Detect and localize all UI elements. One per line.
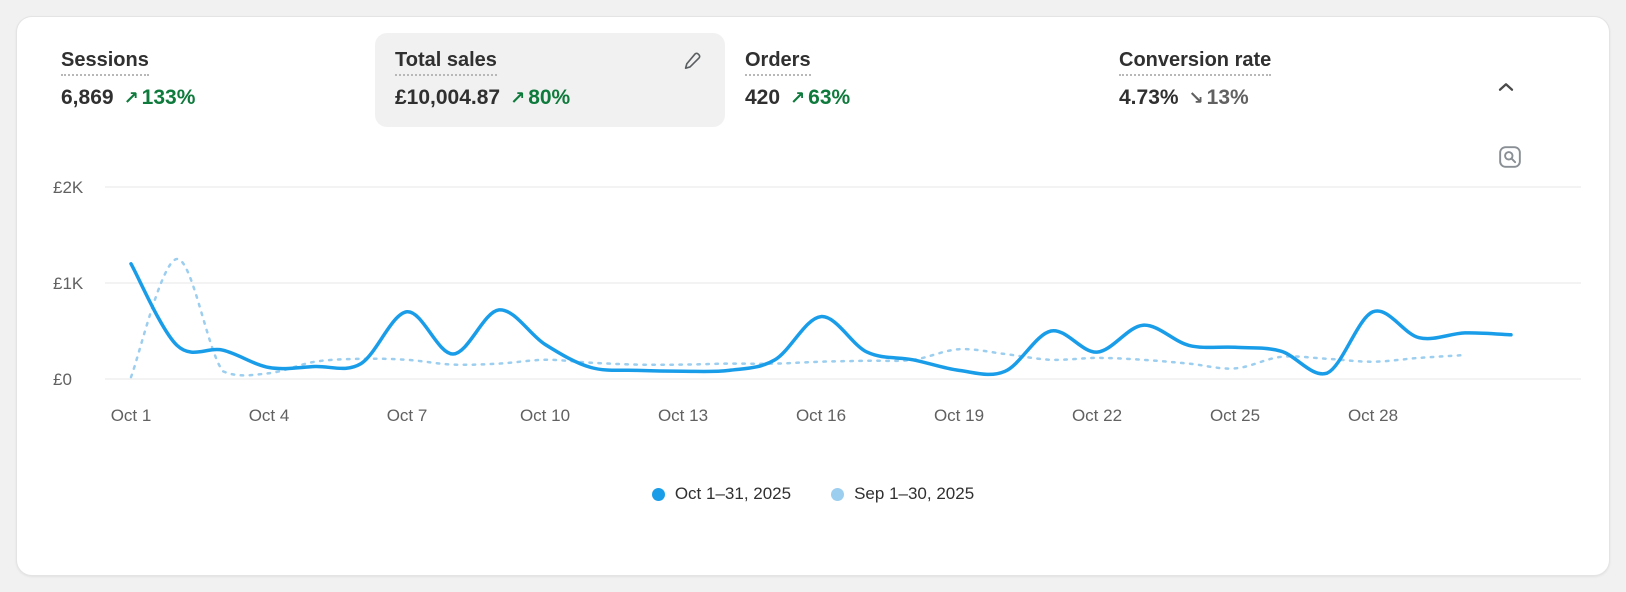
trend-up-icon: ↗ [123, 88, 139, 108]
chevron-up-icon [1495, 76, 1517, 101]
sales-chart[interactable]: £0 £1K £2K Oct 1 Oct 4 Oct 7 Oct 10 Oct 13 Oct 1… [17, 165, 1609, 433]
metric-label-orders[interactable]: Orders [745, 49, 811, 76]
legend-label: Sep 1–30, 2025 [854, 484, 975, 503]
svg-text:Oct 4: Oct 4 [249, 406, 290, 425]
metric-delta-sessions: ↗ 133% [124, 85, 196, 111]
sales-chart-svg[interactable]: £0 £1K £2K Oct 1 Oct 4 Oct 7 Oct 10 Oct 13 Oct 1… [45, 165, 1583, 433]
metric-value-conversion-rate: 4.73% [1119, 86, 1179, 109]
metric-delta-conversion-rate: ↘ 13% [1189, 85, 1249, 111]
trend-down-icon: ↘ [1188, 88, 1204, 108]
metric-delta-value: 133% [141, 86, 196, 109]
legend-item-comparison-period: Sep 1–30, 2025 [831, 481, 974, 507]
trend-up-icon: ↗ [790, 88, 806, 108]
metric-delta-total-sales: ↗ 80% [510, 85, 570, 111]
edit-metric-button[interactable] [679, 49, 705, 75]
legend-label: Oct 1–31, 2025 [674, 484, 792, 503]
svg-text:Oct 28: Oct 28 [1348, 406, 1398, 425]
svg-text:Oct 16: Oct 16 [796, 406, 846, 425]
svg-text:£0: £0 [53, 370, 72, 389]
metric-label-sessions[interactable]: Sessions [61, 49, 149, 76]
metric-tile-orders[interactable]: Orders 420 ↗ 63% [725, 33, 1099, 127]
svg-text:Oct 19: Oct 19 [934, 406, 984, 425]
metric-value-total-sales: £10,004.87 [395, 86, 501, 109]
svg-text:Oct 7: Oct 7 [387, 406, 428, 425]
legend-dot [831, 487, 845, 501]
svg-text:Oct 10: Oct 10 [520, 406, 570, 425]
collapse-card-button[interactable] [1491, 73, 1521, 103]
pencil-icon [681, 50, 703, 75]
metric-tile-total-sales[interactable]: Total sales £10,004.87 ↗ 80% [375, 33, 725, 127]
chart-inspect-icon [1498, 145, 1522, 172]
metric-tile-conversion-rate[interactable]: Conversion rate 4.73% ↘ 13% [1099, 33, 1429, 127]
metric-label-total-sales[interactable]: Total sales [395, 49, 497, 76]
analytics-card: Sessions 6,869 ↗ 133% Total sales [16, 16, 1610, 576]
inspect-data-button[interactable] [1497, 145, 1523, 171]
chart-legend: Oct 1–31, 2025 Sep 1–30, 2025 [17, 481, 1609, 507]
metric-delta-value: 63% [808, 86, 851, 109]
metric-value-orders: 420 [745, 86, 781, 109]
metric-label-conversion-rate[interactable]: Conversion rate [1119, 49, 1272, 76]
svg-text:Oct 25: Oct 25 [1210, 406, 1260, 425]
metric-delta-orders: ↗ 63% [790, 85, 850, 111]
svg-text:£1K: £1K [53, 274, 84, 293]
metrics-row: Sessions 6,869 ↗ 133% Total sales [17, 33, 1609, 127]
svg-text:Oct 22: Oct 22 [1072, 406, 1122, 425]
svg-text:Oct 13: Oct 13 [658, 406, 708, 425]
legend-item-current-period: Oct 1–31, 2025 [651, 481, 792, 507]
metric-delta-value: 13% [1206, 86, 1249, 109]
trend-up-icon: ↗ [510, 88, 526, 108]
svg-text:£2K: £2K [53, 178, 84, 197]
metric-tile-sessions[interactable]: Sessions 6,869 ↗ 133% [41, 33, 375, 127]
legend-dot [651, 487, 665, 501]
metric-value-sessions: 6,869 [61, 86, 114, 109]
svg-text:Oct 1: Oct 1 [111, 406, 152, 425]
metric-delta-value: 80% [528, 86, 571, 109]
